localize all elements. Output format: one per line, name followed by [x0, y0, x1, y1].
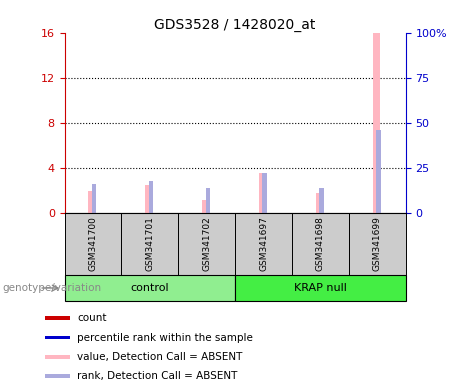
Bar	[92, 184, 96, 213]
Text: control: control	[130, 283, 169, 293]
Bar	[292, 213, 349, 275]
Text: GSM341700: GSM341700	[89, 217, 97, 271]
Bar	[262, 174, 267, 213]
Bar	[319, 188, 324, 213]
Text: GSM341701: GSM341701	[145, 217, 154, 271]
Bar	[235, 275, 406, 301]
Text: GSM341697: GSM341697	[259, 217, 268, 271]
Bar	[121, 213, 178, 275]
Text: genotype/variation: genotype/variation	[2, 283, 101, 293]
Bar	[372, 33, 379, 213]
Text: value, Detection Call = ABSENT: value, Detection Call = ABSENT	[77, 352, 242, 362]
Bar	[206, 188, 210, 213]
Bar	[45, 355, 70, 359]
Text: KRAP null: KRAP null	[294, 283, 347, 293]
Bar	[316, 193, 323, 213]
Bar	[65, 213, 121, 275]
Text: GSM341702: GSM341702	[202, 217, 211, 271]
Text: rank, Detection Call = ABSENT: rank, Detection Call = ABSENT	[77, 371, 237, 381]
Bar	[65, 275, 235, 301]
Title: GDS3528 / 1428020_at: GDS3528 / 1428020_at	[154, 18, 316, 31]
Bar	[89, 190, 95, 213]
Bar	[349, 213, 406, 275]
Text: percentile rank within the sample: percentile rank within the sample	[77, 333, 253, 343]
Bar	[145, 185, 152, 213]
Bar	[149, 180, 153, 213]
Bar	[235, 213, 292, 275]
Text: GSM341699: GSM341699	[373, 217, 382, 271]
Text: count: count	[77, 313, 106, 323]
Bar	[45, 316, 70, 320]
Bar	[178, 213, 235, 275]
Text: GSM341698: GSM341698	[316, 217, 325, 271]
Bar	[202, 200, 209, 213]
Bar	[45, 336, 70, 339]
Bar	[259, 172, 266, 213]
Bar	[45, 374, 70, 378]
Bar	[376, 130, 381, 213]
